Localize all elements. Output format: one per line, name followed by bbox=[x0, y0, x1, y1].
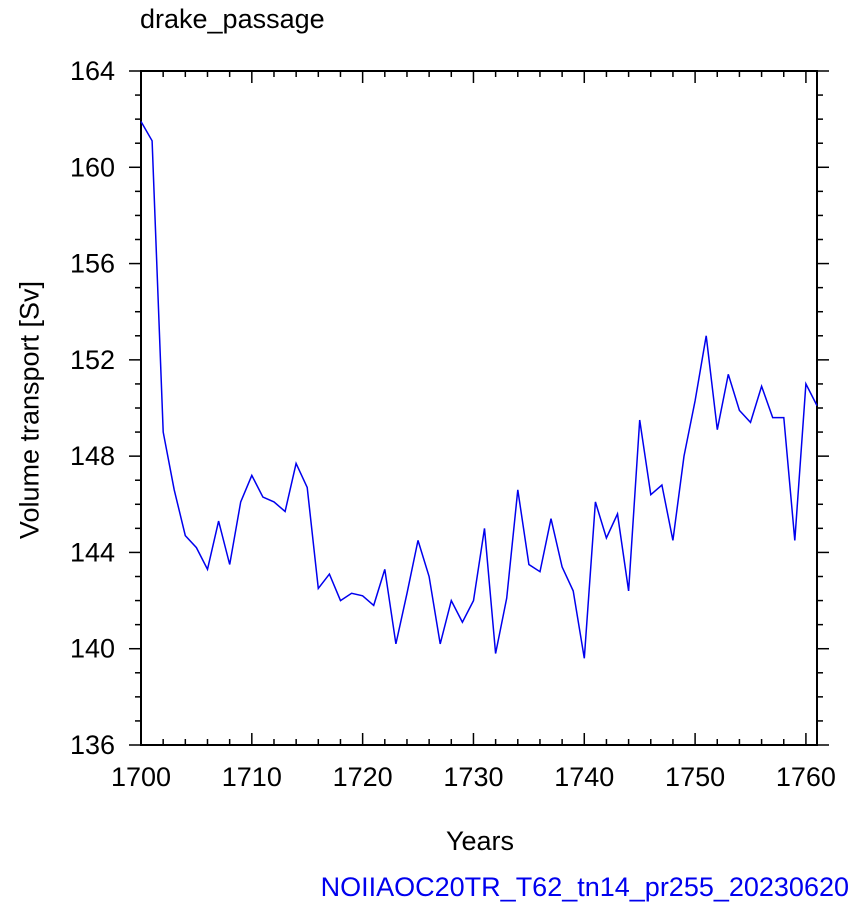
y-tick-label: 156 bbox=[70, 249, 115, 279]
y-tick-label: 148 bbox=[70, 441, 115, 471]
y-tick-label: 136 bbox=[70, 730, 115, 760]
x-tick-label: 1740 bbox=[554, 762, 614, 792]
x-tick-label: 1700 bbox=[111, 762, 171, 792]
x-tick-label: 1720 bbox=[333, 762, 393, 792]
y-tick-label: 164 bbox=[70, 56, 115, 86]
series-line bbox=[140, 121, 818, 659]
y-tick-label: 144 bbox=[70, 537, 115, 567]
y-tick-label: 152 bbox=[70, 345, 115, 375]
x-tick-label: 1750 bbox=[665, 762, 725, 792]
y-tick-label: 140 bbox=[70, 634, 115, 664]
x-tick-label: 1710 bbox=[222, 762, 282, 792]
plot-frame bbox=[140, 70, 818, 746]
chart-title: drake_passage bbox=[140, 4, 325, 34]
experiment-id-footer: NOIIAOC20TR_T62_tn14_pr255_20230620 bbox=[320, 872, 849, 902]
x-tick-label: 1730 bbox=[443, 762, 503, 792]
x-axis-label: Years bbox=[445, 826, 515, 856]
y-tick-label: 160 bbox=[70, 152, 115, 182]
x-tick-label: 1760 bbox=[776, 762, 836, 792]
